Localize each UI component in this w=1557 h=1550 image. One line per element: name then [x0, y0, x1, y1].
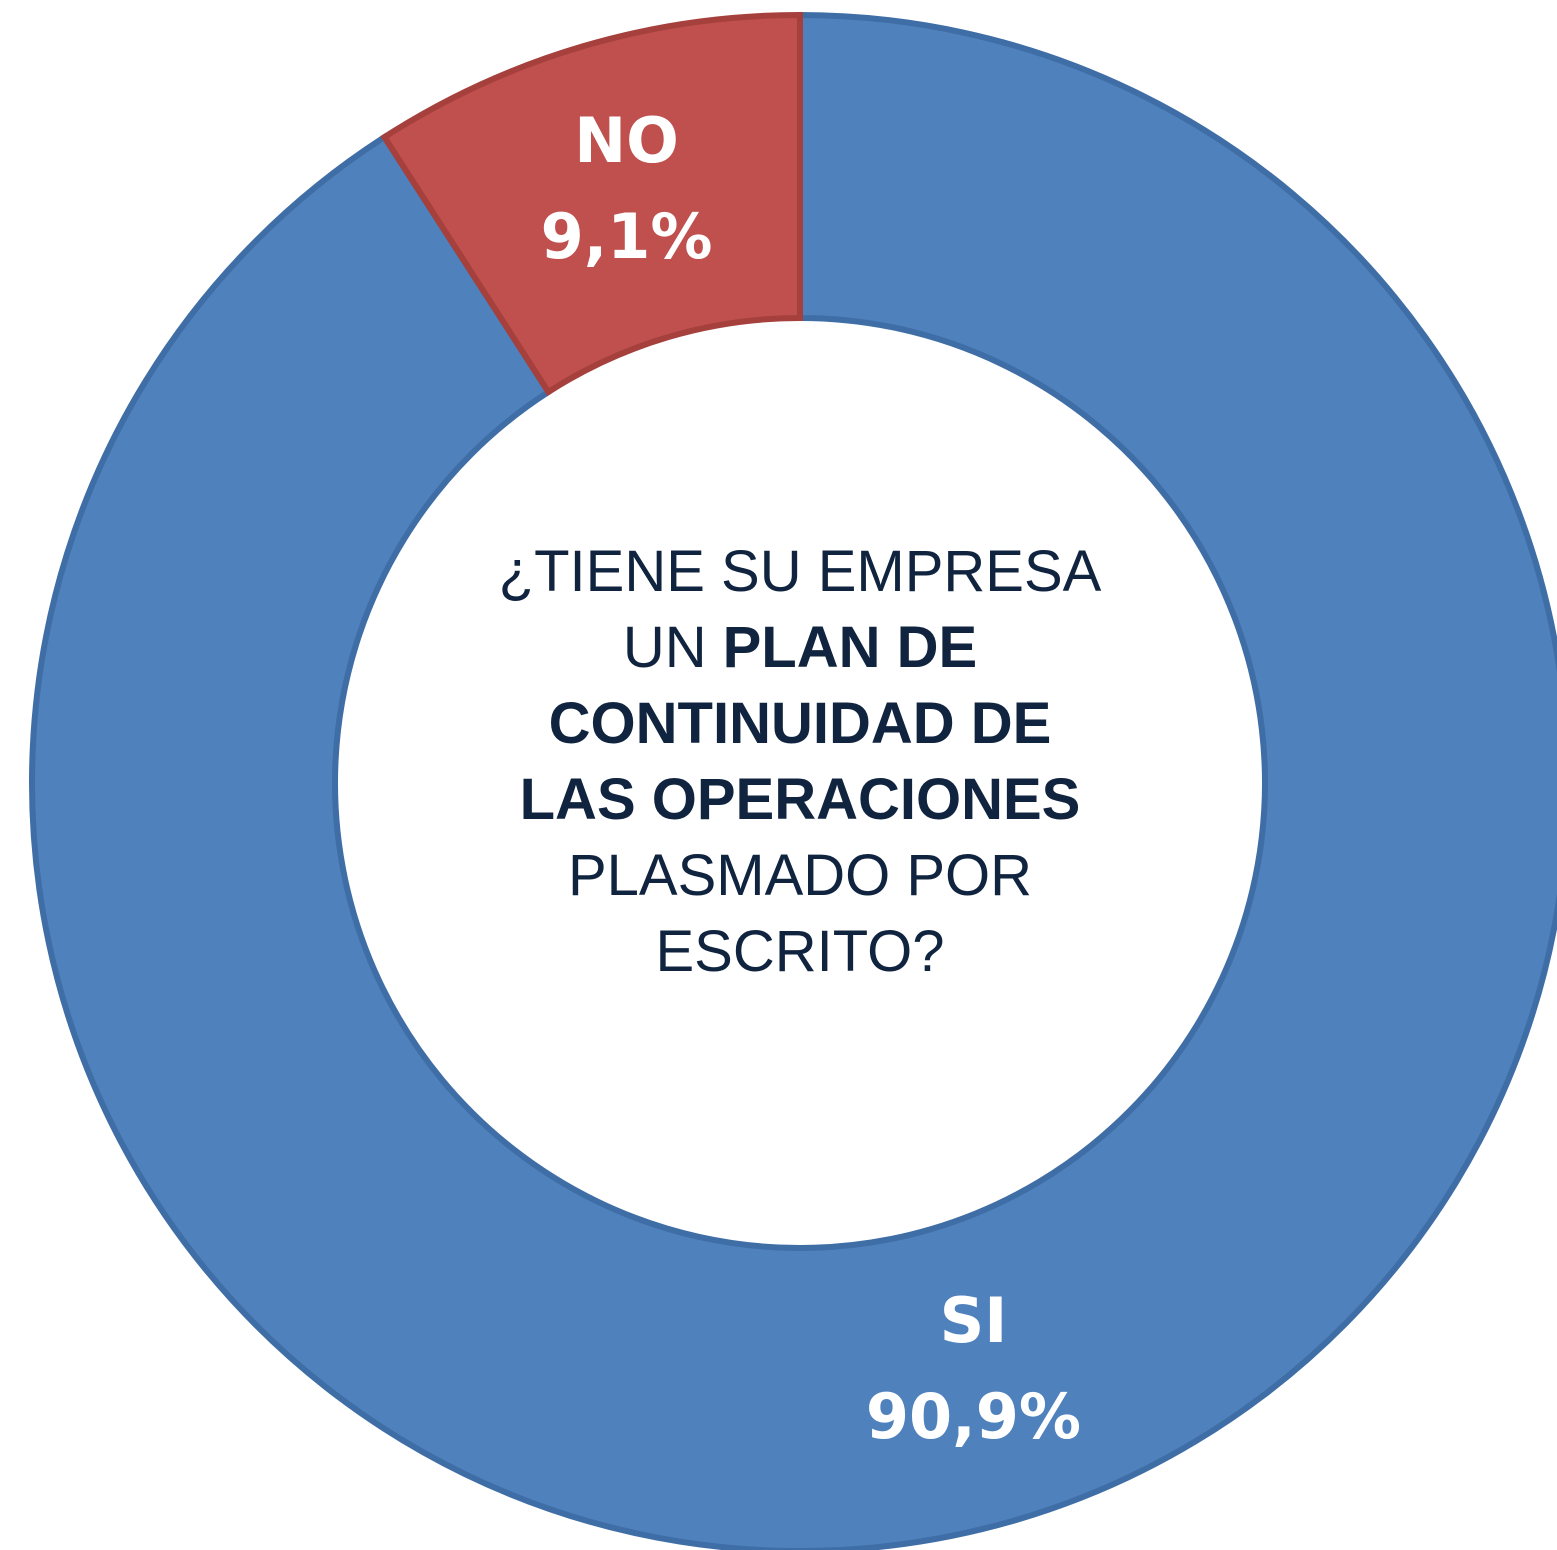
center-text-span: LAS OPERACIONES: [520, 767, 1081, 832]
center-text-line: ESCRITO?: [655, 919, 944, 984]
donut-slice: [380, 11, 803, 397]
center-text-span: ESCRITO?: [655, 919, 944, 984]
center-text-span: PLAN DE: [723, 615, 978, 680]
center-text-line: CONTINUIDAD DE: [549, 691, 1052, 756]
slice-category-label: NO: [574, 104, 679, 177]
center-text-line: ¿TIENE SU EMPRESA: [499, 539, 1102, 604]
center-text-line: UN PLAN DE: [623, 615, 977, 680]
center-text-span: PLASMADO POR: [568, 843, 1032, 908]
center-text-span: UN: [623, 615, 707, 680]
slice-category-label: SI: [940, 1284, 1008, 1357]
slice-value-label: 9,1%: [541, 200, 713, 273]
center-text-span: ¿TIENE SU EMPRESA: [499, 539, 1102, 604]
center-text-span: CONTINUIDAD DE: [549, 691, 1052, 756]
slice-value-label: 90,9%: [866, 1380, 1081, 1453]
donut-slice: [29, 11, 1557, 1550]
center-text-line: LAS OPERACIONES: [520, 767, 1081, 832]
center-text-line: PLASMADO POR: [568, 843, 1032, 908]
